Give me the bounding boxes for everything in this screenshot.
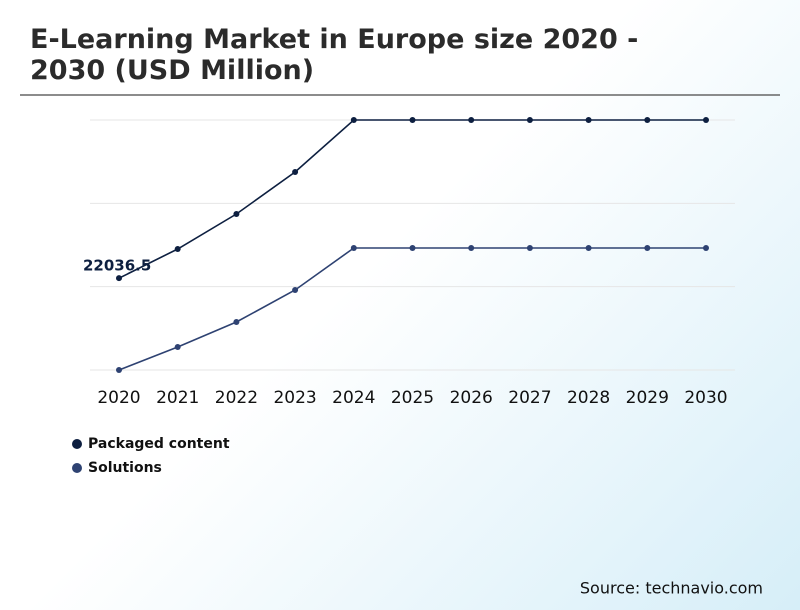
x-tick-label: 2021 xyxy=(156,388,199,408)
data-point xyxy=(585,245,592,251)
series-line xyxy=(118,247,706,371)
x-tick-label: 2020 xyxy=(97,388,140,408)
data-point xyxy=(350,245,357,251)
x-tick-label: 2030 xyxy=(684,388,727,408)
legend-label: Packaged content xyxy=(88,436,230,452)
data-point xyxy=(116,275,122,282)
data-point xyxy=(233,211,240,217)
source: Source: technavio.com xyxy=(580,579,763,598)
x-tick-label: 2024 xyxy=(332,388,375,408)
data-point xyxy=(350,117,357,123)
x-tick-label: 2025 xyxy=(391,388,434,408)
data-point xyxy=(116,367,122,373)
legend-marker xyxy=(72,463,82,473)
data-point xyxy=(174,344,181,350)
data-label: 22036.5 xyxy=(83,257,151,275)
x-tick-label: 2023 xyxy=(273,388,316,408)
data-point xyxy=(468,117,475,123)
legend-marker xyxy=(72,439,82,449)
data-point xyxy=(409,245,416,251)
data-point xyxy=(292,287,299,293)
data-point xyxy=(644,245,651,251)
x-tick-label: 2028 xyxy=(567,388,610,408)
chart-title: E-Learning Market in Europe size 2020 - … xyxy=(30,24,639,86)
data-point xyxy=(703,117,709,123)
data-point xyxy=(526,117,533,123)
data-point xyxy=(233,319,240,325)
data-point xyxy=(644,117,651,123)
data-point xyxy=(585,117,592,123)
data-point xyxy=(174,246,181,252)
data-point xyxy=(409,117,416,123)
x-tick-label: 2027 xyxy=(508,388,551,408)
data-point xyxy=(292,169,299,175)
data-point xyxy=(526,245,533,251)
x-tick-label: 2026 xyxy=(450,388,493,408)
series-line xyxy=(118,119,706,279)
x-tick-label: 2022 xyxy=(215,388,258,408)
legend-label: Solutions xyxy=(88,460,162,476)
data-point xyxy=(703,245,709,251)
x-tick-label: 2029 xyxy=(626,388,669,408)
data-point xyxy=(468,245,475,251)
